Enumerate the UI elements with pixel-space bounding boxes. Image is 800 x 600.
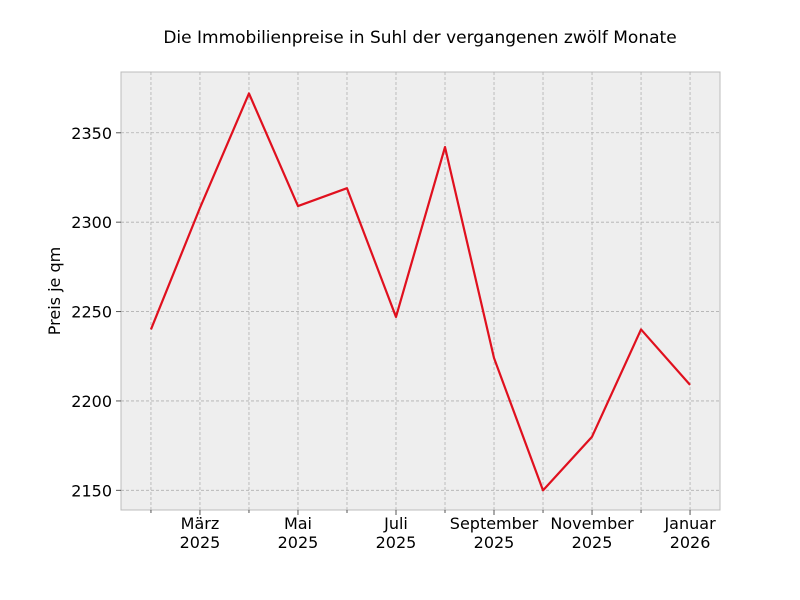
y-tick-label: 2200 <box>71 392 112 411</box>
y-tick-label: 2350 <box>71 124 112 143</box>
y-tick-label: 2250 <box>71 303 112 322</box>
chart-title: Die Immobilienpreise in Suhl der vergang… <box>163 28 676 48</box>
y-tick-label: 2150 <box>71 481 112 500</box>
x-tick-label: September 2025 <box>450 514 539 552</box>
x-tick-label: Mai 2025 <box>278 514 319 552</box>
y-axis-label: Preis je qm <box>45 247 64 335</box>
x-tick-label: November 2025 <box>550 514 634 552</box>
x-tick-label: Januar 2026 <box>663 514 716 552</box>
plot-area <box>120 71 721 511</box>
x-tick-label: März 2025 <box>180 514 221 552</box>
y-tick-label: 2300 <box>71 213 112 232</box>
line-series <box>149 92 691 492</box>
x-tick-label: Juli 2025 <box>376 514 417 552</box>
